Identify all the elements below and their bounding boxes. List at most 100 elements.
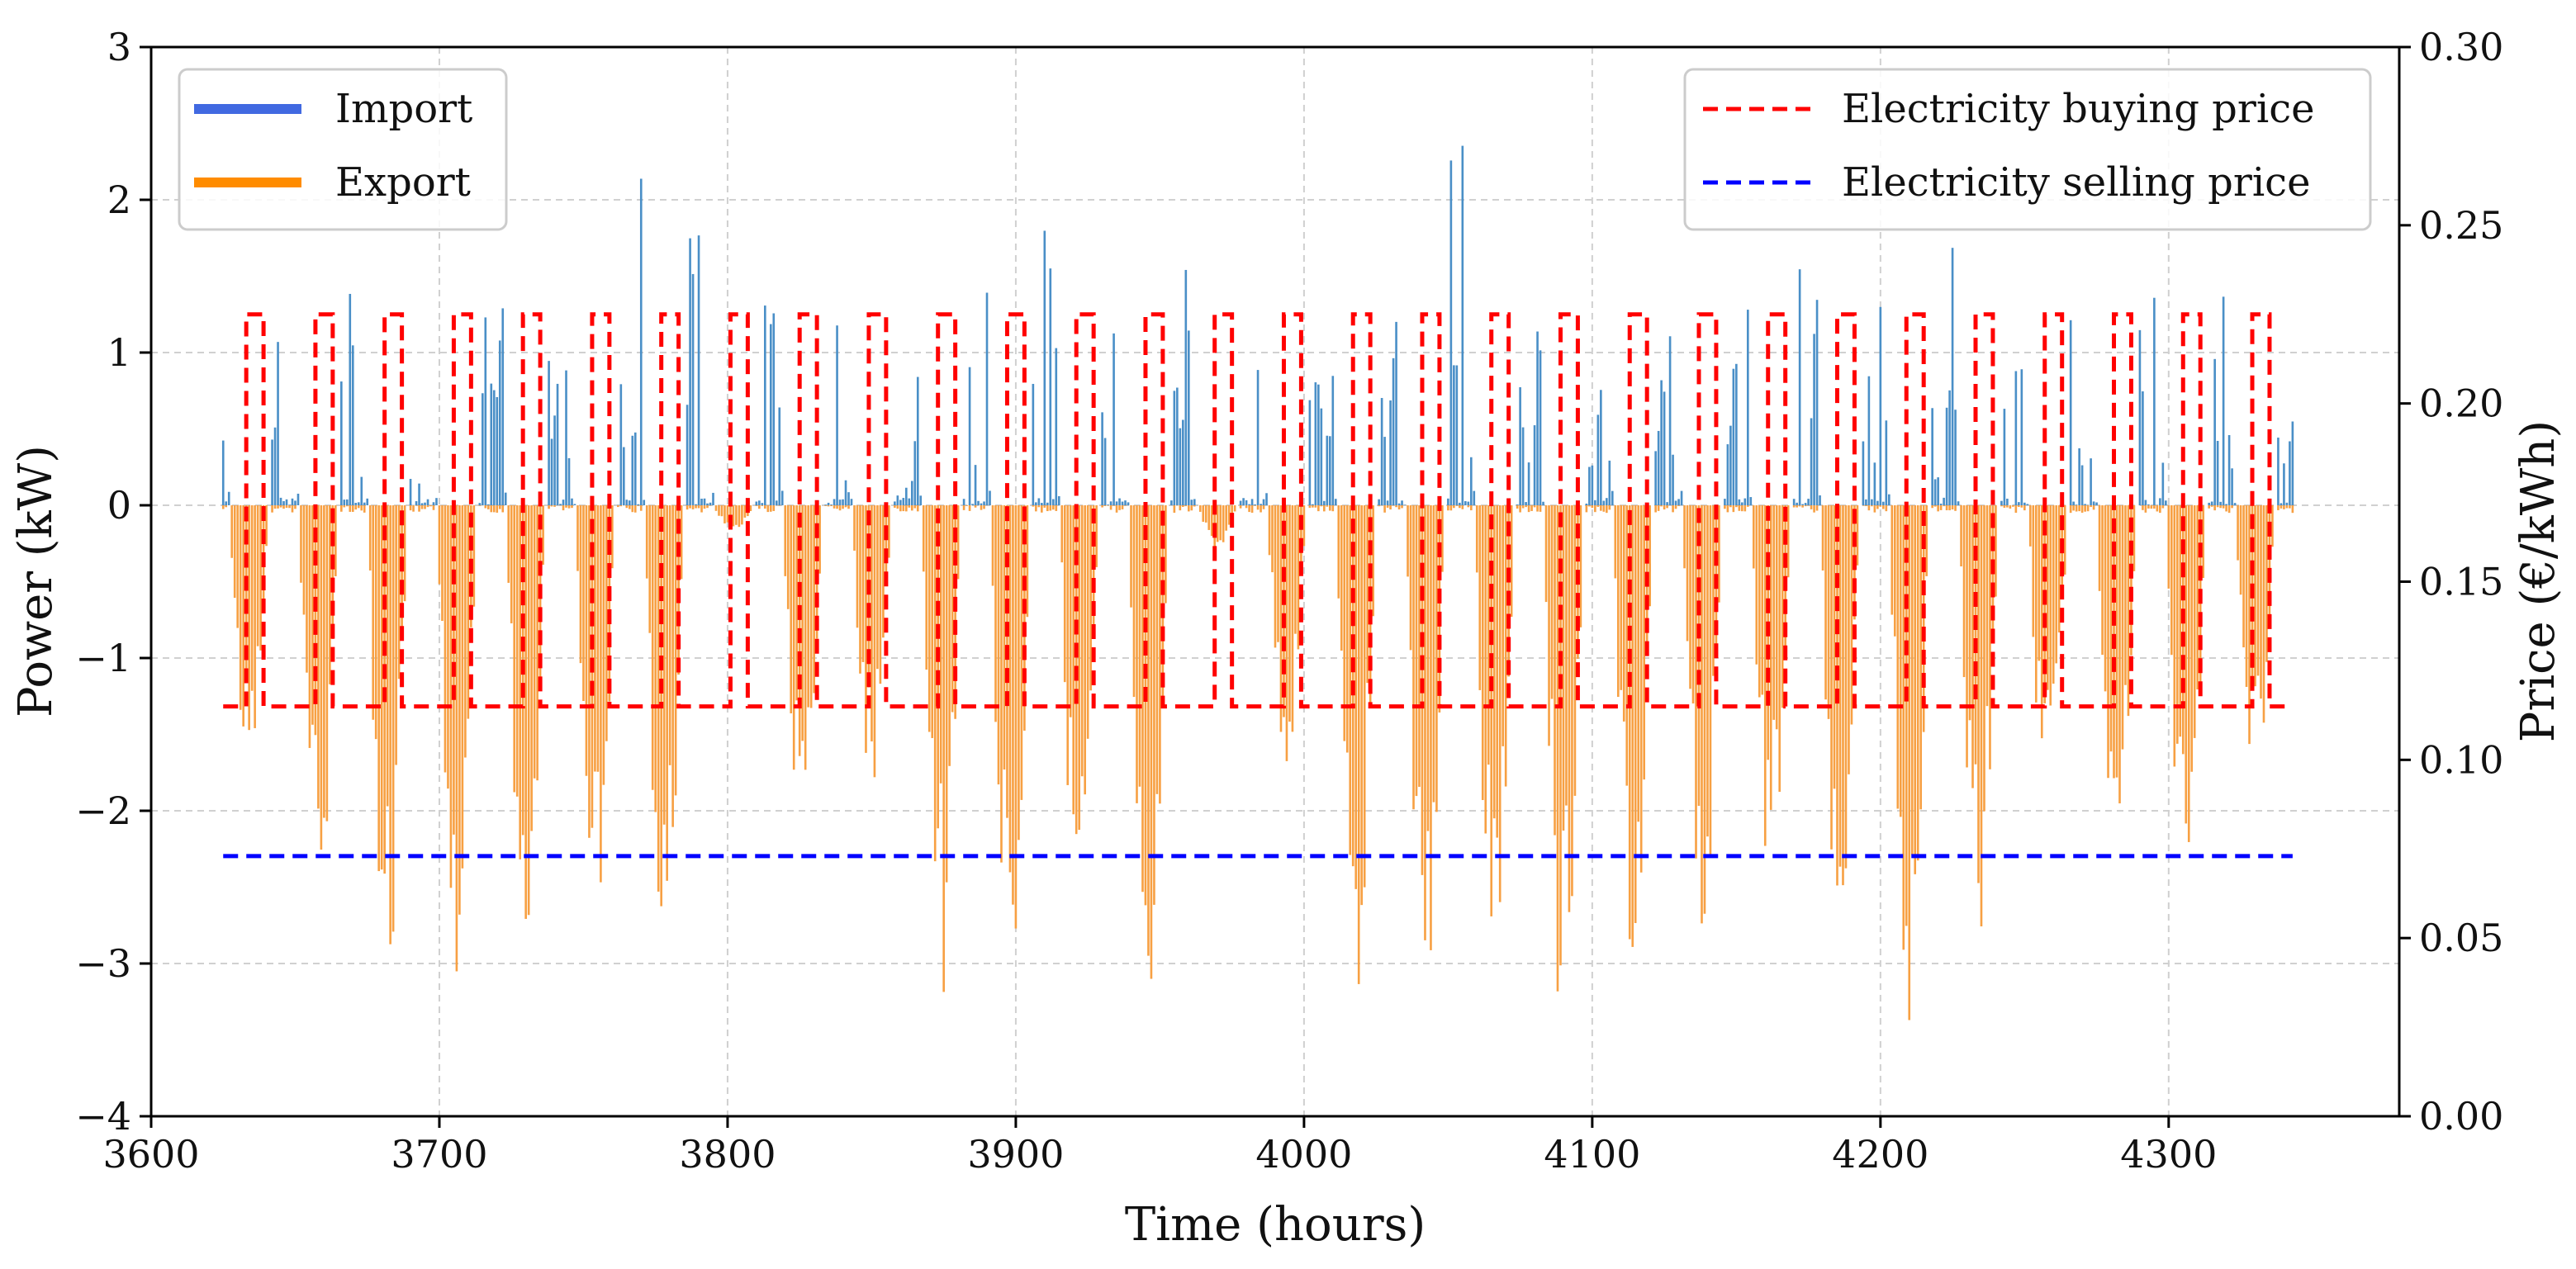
export-bar [1046, 505, 1049, 512]
export-bar [1960, 505, 1962, 567]
export-bar [1345, 505, 1349, 753]
export-bar [1775, 505, 1778, 730]
export-bar [1738, 505, 1741, 511]
export-bar [786, 505, 790, 609]
export-bar [1732, 505, 1735, 513]
export-bar [1729, 505, 1732, 508]
export-bar [2107, 505, 2109, 779]
import-bar [833, 499, 836, 505]
import-bar [273, 427, 277, 505]
export-bar [619, 505, 623, 507]
export-bar [784, 505, 787, 576]
import-bar [1871, 499, 1873, 505]
export-bar [515, 505, 519, 797]
export-bar [1055, 505, 1058, 511]
export-bar [888, 505, 890, 558]
export-bar [651, 505, 654, 790]
import-bar [1055, 348, 1058, 505]
export-bar [735, 505, 738, 525]
import-bar [691, 273, 695, 505]
export-bar [1101, 505, 1103, 508]
y-tick-label: 1 [107, 330, 131, 375]
export-bar [680, 505, 683, 580]
export-bar [282, 505, 285, 509]
export-bar [1815, 505, 1819, 511]
export-bar [2144, 505, 2147, 513]
export-bar [965, 505, 968, 506]
export-bar [913, 505, 917, 509]
export-bar [723, 505, 726, 523]
import-bar [1796, 502, 1798, 505]
import-bar [2014, 371, 2018, 505]
export-bar [1781, 505, 1784, 708]
export-bar [1871, 505, 1873, 507]
export-bar [2052, 505, 2055, 684]
export-bar [1585, 505, 1588, 513]
export-bar [1447, 505, 1449, 511]
import-bar [501, 308, 505, 505]
import-bar [623, 447, 625, 505]
export-bar [2277, 505, 2279, 510]
export-bar [1778, 505, 1781, 793]
export-bar [1366, 505, 1369, 684]
export-bar [1925, 505, 1928, 576]
export-bar [2055, 505, 2058, 664]
export-bar [686, 505, 689, 510]
legend-import-label: Import [335, 86, 472, 132]
import-bar [1792, 499, 1796, 505]
export-bar [377, 505, 380, 872]
export-bar [550, 505, 553, 507]
export-bar [1885, 505, 1888, 512]
export-bar [2283, 505, 2285, 509]
import-bar [1127, 502, 1130, 505]
import-bar [1611, 490, 1614, 505]
export-bar [2179, 505, 2182, 737]
export-bar [1691, 505, 1695, 704]
export-bar [1649, 505, 1651, 607]
import-bar [486, 504, 490, 505]
import-bar [1179, 428, 1182, 505]
import-bar [1260, 504, 1262, 505]
import-bar [2213, 358, 2216, 505]
export-bar [1072, 505, 1075, 815]
legend-selling-label: Electricity selling price [1842, 159, 2310, 206]
import-bar [2279, 503, 2283, 505]
import-bar [2078, 447, 2080, 505]
export-bar [2254, 505, 2256, 687]
export-bar [755, 505, 758, 506]
export-bar [368, 505, 372, 571]
import-bar [2084, 504, 2086, 505]
export-bar [1297, 505, 1300, 650]
import-bar [631, 435, 634, 505]
export-bar [809, 505, 813, 708]
export-bar [1536, 505, 1539, 512]
export-bar [600, 505, 602, 883]
export-bar [1481, 505, 1484, 800]
export-bar [467, 505, 470, 719]
import-bar [1527, 462, 1530, 505]
export-bar [2181, 505, 2185, 755]
export-bar [1616, 505, 1620, 698]
export-bar [461, 505, 464, 869]
export-bar [1014, 505, 1018, 929]
export-bar [954, 505, 956, 719]
export-bar [2190, 505, 2194, 772]
import-bar [1037, 498, 1041, 505]
import-bar [1810, 418, 1813, 505]
import-bar [1464, 500, 1467, 505]
export-bar [778, 505, 781, 506]
export-bar [1591, 505, 1594, 509]
export-bar [2014, 505, 2018, 514]
export-bar [1654, 505, 1657, 513]
export-bar [761, 505, 764, 506]
export-bar [885, 505, 888, 580]
export-bar [1772, 505, 1776, 720]
import-bar [1032, 383, 1035, 505]
import-bar [366, 498, 369, 505]
export-bar [2063, 505, 2066, 575]
export-bar [340, 505, 343, 512]
export-bar [1147, 505, 1150, 956]
export-bar [2075, 505, 2078, 512]
export-bar [1943, 505, 1945, 507]
import-bar [850, 499, 853, 505]
